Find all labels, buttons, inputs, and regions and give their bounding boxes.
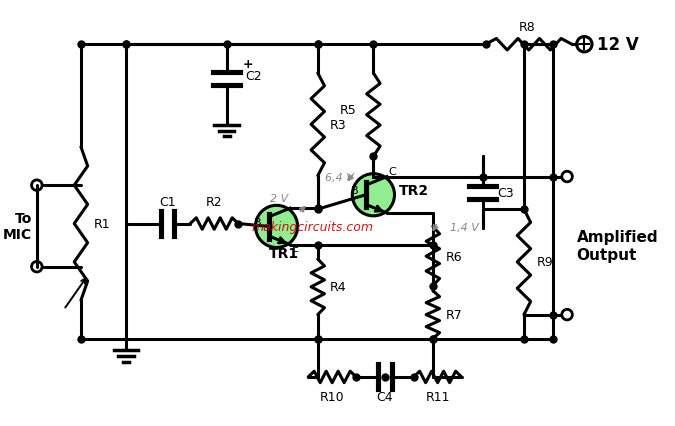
Text: C2: C2 <box>245 70 261 83</box>
Text: R3: R3 <box>330 118 347 132</box>
Text: B: B <box>350 186 358 196</box>
Text: R6: R6 <box>446 250 462 263</box>
Text: 12 V: 12 V <box>597 36 639 54</box>
Circle shape <box>255 206 298 248</box>
Text: B: B <box>254 217 261 227</box>
Text: makingcircuits.com: makingcircuits.com <box>252 220 374 233</box>
Text: To
MIC: To MIC <box>3 211 32 242</box>
Text: R1: R1 <box>93 218 110 230</box>
Text: E: E <box>292 244 299 254</box>
Text: R9: R9 <box>537 256 553 269</box>
Text: C: C <box>389 167 396 176</box>
Text: R4: R4 <box>330 281 347 294</box>
Text: C3: C3 <box>497 187 514 199</box>
Text: R7: R7 <box>446 308 462 321</box>
Text: 2 V: 2 V <box>270 193 288 203</box>
Text: R10: R10 <box>320 391 344 403</box>
Text: C1: C1 <box>159 196 176 209</box>
Text: R8: R8 <box>518 21 535 34</box>
Text: +: + <box>243 58 254 71</box>
Text: TR2: TR2 <box>400 184 429 198</box>
Circle shape <box>352 174 394 216</box>
Text: 6,4 V: 6,4 V <box>325 173 354 183</box>
Text: TR1: TR1 <box>269 247 299 260</box>
Text: R2: R2 <box>206 196 223 209</box>
Text: R5: R5 <box>340 104 356 117</box>
Text: Amplified
Output: Amplified Output <box>576 230 658 262</box>
Text: R11: R11 <box>425 391 450 403</box>
Text: 1,4 V: 1,4 V <box>450 223 479 233</box>
Text: C4: C4 <box>377 391 394 403</box>
